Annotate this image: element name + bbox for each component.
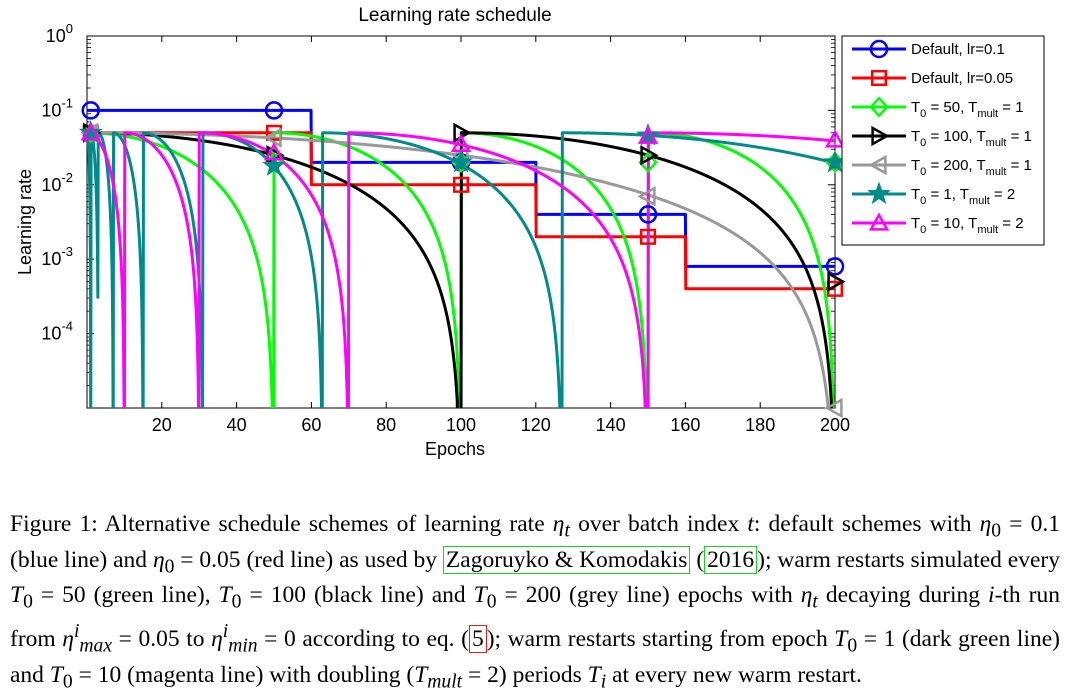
- series-line: [87, 131, 835, 408]
- data-point-marker: [827, 271, 846, 292]
- y-tick-label: 10-1: [41, 95, 73, 120]
- y-tick-label: 10-2: [41, 170, 73, 195]
- caption-text: Figure 1: Alternative schedule schemes o…: [10, 511, 1060, 693]
- figure-caption: Figure 1: Alternative schedule schemes o…: [10, 510, 1060, 696]
- data-point-marker: [640, 145, 659, 166]
- citation-link[interactable]: Zagoruyko & Komodakis: [442, 545, 691, 574]
- data-point-marker: [871, 125, 890, 147]
- x-tick-label: 200: [820, 415, 850, 435]
- learning-rate-chart: Learning rate schedule 20 40 60 80 100 120 140…: [15, 5, 1045, 459]
- data-point-marker: [78, 120, 103, 143]
- data-point-marker: [636, 122, 660, 146]
- equation-reference-link[interactable]: 5: [468, 624, 487, 653]
- data-point-marker: [870, 69, 888, 87]
- legend-label: T0 = 100, Tmult = 1: [911, 128, 1032, 149]
- series-line: [87, 131, 833, 408]
- chart-title: Learning rate schedule: [358, 5, 551, 26]
- x-tick-label: 20: [152, 415, 172, 435]
- data-point-marker: [264, 101, 284, 120]
- data-point-marker: [452, 176, 470, 193]
- data-point-marker: [868, 154, 887, 176]
- data-point-marker: [869, 96, 889, 118]
- series-markers: [78, 101, 847, 419]
- legend-label: T0 = 10, Tmult = 2: [911, 215, 1024, 236]
- data-point-marker: [262, 153, 286, 176]
- data-point-marker: [825, 257, 845, 276]
- legend-label: T0 = 1, Tmult = 2: [911, 186, 1015, 207]
- x-tick-label: 40: [227, 415, 247, 435]
- data-point-marker: [450, 133, 472, 152]
- data-point-marker: [868, 212, 890, 231]
- legend-label: T0 = 50, Tmult = 1: [911, 99, 1024, 120]
- legend-item: T0 = 50, Tmult = 1: [852, 96, 1024, 120]
- y-tick-label: 100: [46, 21, 73, 46]
- legend-item: T0 = 100, Tmult = 1: [852, 125, 1032, 149]
- legend-label: Default, lr=0.05: [911, 70, 1013, 87]
- x-tick-label: 180: [745, 415, 775, 435]
- data-point-marker: [869, 39, 889, 59]
- legend-label: Default, lr=0.1: [911, 41, 1005, 58]
- data-point-marker: [637, 125, 659, 144]
- data-point-marker: [824, 397, 843, 419]
- y-tick-label: 10-3: [41, 244, 73, 269]
- x-axis-label: Epochs: [425, 439, 485, 459]
- data-point-marker: [637, 186, 656, 207]
- x-tick-label: 120: [521, 415, 551, 435]
- citation-year-link[interactable]: 2016: [704, 545, 758, 574]
- legend-item: T0 = 200, Tmult = 1: [852, 154, 1032, 178]
- data-point-marker: [867, 181, 891, 205]
- legend-item: Default, lr=0.05: [852, 69, 1013, 87]
- data-point-marker: [263, 127, 282, 148]
- legend-label: T0 = 200, Tmult = 1: [911, 157, 1032, 178]
- y-tick-label: 10-4: [41, 319, 73, 344]
- x-tick-label: 100: [446, 415, 476, 435]
- data-point-marker: [639, 228, 657, 245]
- x-tick-label: 80: [376, 415, 396, 435]
- x-tick-label: 160: [670, 415, 700, 435]
- data-point-marker: [81, 101, 100, 120]
- x-tick-label: 60: [301, 415, 321, 435]
- y-axis-label: Learning rate: [15, 169, 35, 275]
- data-point-marker: [824, 129, 846, 148]
- data-point-marker: [823, 149, 847, 173]
- data-point-marker: [449, 149, 473, 173]
- data-point-marker: [263, 142, 285, 161]
- legend-item: T0 = 10, Tmult = 2: [852, 212, 1024, 236]
- data-point-marker: [80, 122, 101, 141]
- legend-item: Default, lr=0.1: [852, 39, 1005, 59]
- data-point-marker: [638, 205, 658, 224]
- legend-item: T0 = 1, Tmult = 2: [852, 181, 1015, 207]
- axis-ticks: 20 40 60 80 100 120 140 160 180 200 10-4 10-3 10-2 10…: [41, 21, 850, 435]
- x-tick-label: 140: [596, 415, 626, 435]
- legend: Default, lr=0.1 Default, lr=0.05 T0 = 50, …: [841, 35, 1045, 246]
